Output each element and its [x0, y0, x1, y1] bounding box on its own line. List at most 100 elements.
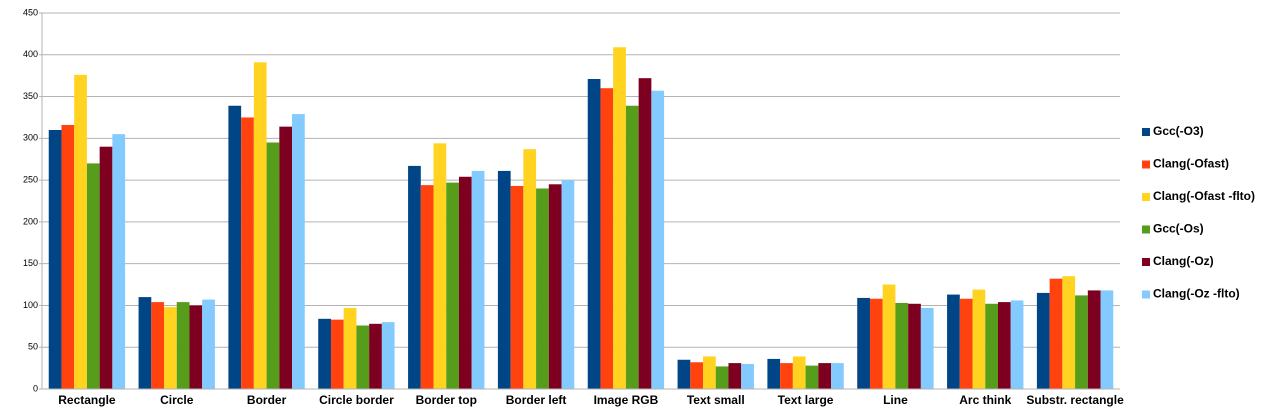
bar — [690, 362, 704, 389]
bar — [1036, 292, 1050, 389]
legend-label: Gcc(-O3) — [1153, 124, 1204, 138]
bar — [741, 363, 754, 389]
bar — [920, 307, 934, 389]
bar — [369, 323, 382, 389]
bar — [99, 146, 113, 389]
bar — [895, 302, 909, 389]
bar — [266, 142, 280, 389]
bar — [523, 149, 537, 389]
legend-swatch — [1142, 290, 1150, 299]
bar — [947, 294, 960, 389]
bar — [112, 134, 126, 389]
bar — [228, 105, 242, 389]
x-tick-label: Image RGB — [594, 393, 659, 407]
bar — [202, 299, 215, 389]
legend-swatch — [1142, 160, 1150, 169]
bar — [458, 176, 472, 389]
bar — [241, 117, 254, 389]
bar — [728, 363, 742, 389]
x-tick-label: Line — [883, 393, 908, 407]
bar — [279, 126, 293, 389]
bar — [972, 289, 986, 389]
legend-swatch — [1142, 258, 1150, 266]
legend-label: Clang(-Oz -flto) — [1153, 287, 1240, 301]
bar — [625, 105, 639, 389]
bar — [176, 302, 190, 389]
bar — [882, 284, 896, 389]
bar — [561, 180, 575, 389]
legend-label: Clang(-Oz) — [1153, 254, 1214, 268]
bar — [1049, 278, 1063, 389]
bar — [1100, 290, 1114, 389]
bar — [61, 124, 75, 389]
bar — [86, 163, 100, 389]
bar — [433, 143, 447, 389]
bar — [536, 188, 549, 389]
bar — [587, 79, 601, 390]
bar — [356, 325, 370, 389]
bar — [831, 363, 844, 389]
x-tick-label: Text large — [778, 393, 834, 407]
bar — [318, 318, 331, 389]
bar — [510, 185, 524, 389]
bar — [715, 366, 729, 389]
bar — [151, 302, 165, 389]
bar — [381, 322, 395, 389]
y-tick-label: 300 — [23, 133, 38, 143]
x-tick-label: Substr. rectangle — [1026, 393, 1124, 407]
bar — [471, 170, 485, 389]
y-tick-label: 400 — [23, 49, 38, 59]
bar — [74, 74, 87, 389]
bar — [420, 185, 434, 389]
x-tick-label: Border — [247, 393, 287, 407]
bar — [408, 165, 421, 389]
y-tick-label: 0 — [33, 383, 38, 393]
y-tick-label: 150 — [23, 258, 38, 268]
y-tick-label: 450 — [23, 7, 38, 17]
bar — [985, 303, 998, 389]
bar — [638, 78, 652, 389]
x-tick-label: Border left — [506, 393, 567, 407]
legend-label: Gcc(-Os) — [1153, 222, 1204, 236]
y-tick-label: 50 — [28, 342, 38, 352]
legend-swatch — [1142, 193, 1150, 201]
y-tick-label: 100 — [23, 300, 38, 310]
legend-label: Clang(-Ofast) — [1153, 157, 1229, 171]
bar — [600, 88, 614, 389]
bar — [997, 302, 1011, 389]
bar — [446, 182, 459, 389]
x-tick-label: Rectangle — [58, 393, 116, 407]
bar — [780, 363, 793, 389]
bar — [613, 47, 626, 389]
bar — [818, 363, 832, 389]
bar — [703, 356, 716, 389]
bar — [343, 307, 357, 389]
bar — [677, 359, 691, 389]
bar — [792, 356, 806, 389]
bar — [908, 303, 921, 389]
x-tick-label: Border top — [416, 393, 477, 407]
bar — [1010, 300, 1024, 389]
bar — [805, 365, 819, 389]
bar — [548, 184, 562, 389]
y-tick-label: 350 — [23, 91, 38, 101]
bar — [1075, 295, 1088, 389]
bar — [1087, 290, 1101, 389]
legend-swatch — [1142, 128, 1150, 136]
bar — [48, 129, 62, 389]
bar — [869, 298, 883, 389]
bar — [651, 90, 665, 389]
bar — [138, 297, 152, 389]
y-tick-label: 250 — [23, 174, 38, 184]
bar — [1062, 276, 1076, 389]
bar — [959, 298, 973, 389]
x-tick-label: Text small — [687, 393, 745, 407]
bar — [857, 297, 870, 389]
bar — [189, 305, 203, 389]
legend-label: Clang(-Ofast -flto) — [1153, 189, 1255, 203]
bar — [330, 319, 344, 389]
bar — [497, 170, 511, 389]
x-tick-label: Arc think — [959, 393, 1011, 407]
bar — [292, 114, 305, 389]
bar — [164, 307, 177, 389]
